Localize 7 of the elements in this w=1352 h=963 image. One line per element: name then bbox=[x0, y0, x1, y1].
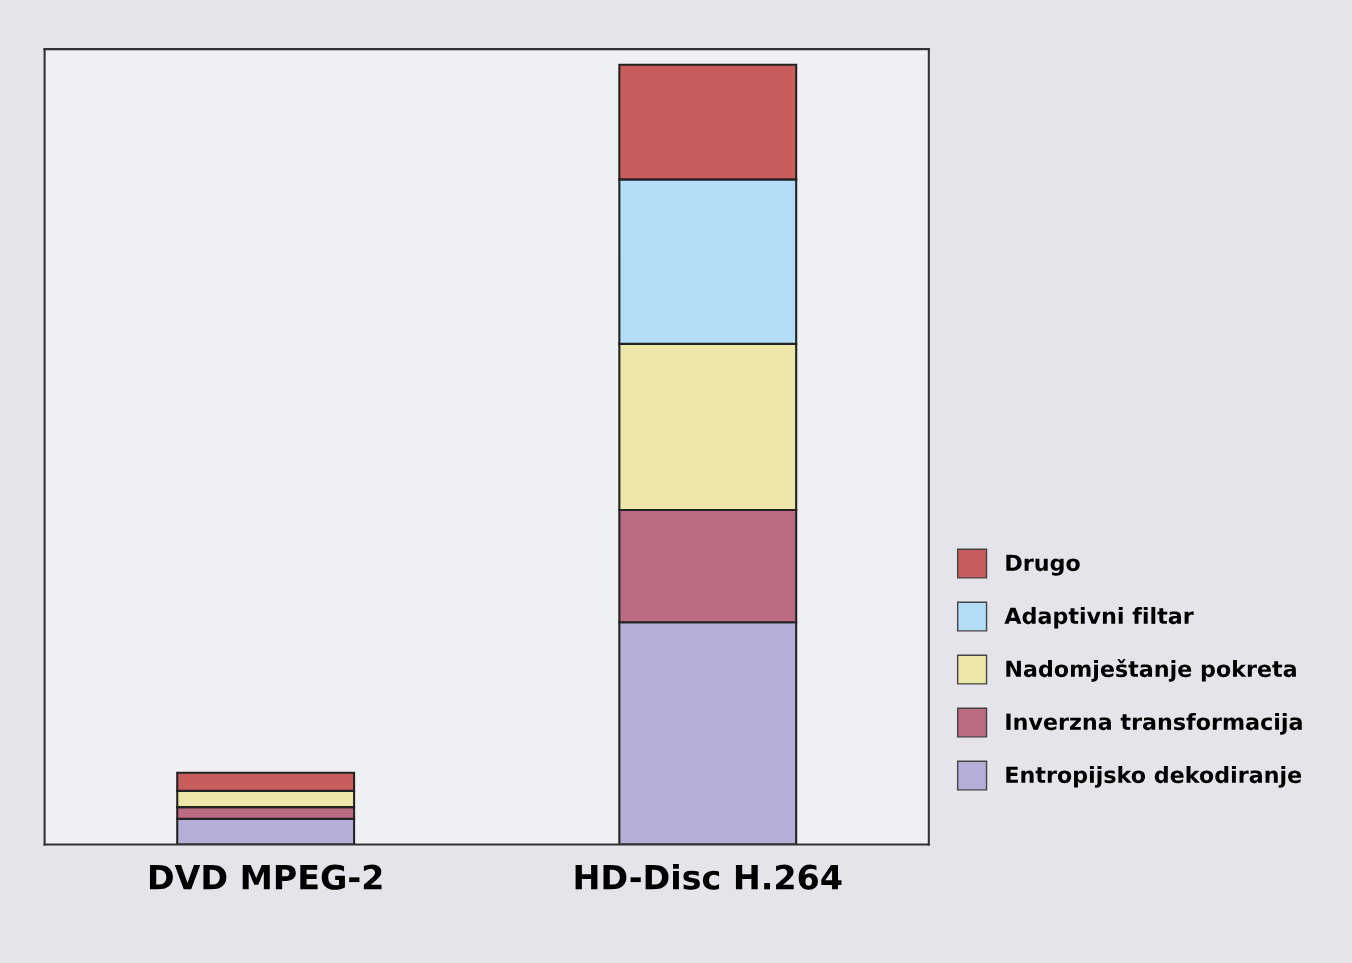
legend-label: Adaptivni filtar bbox=[1004, 606, 1194, 629]
legend-label: Inverzna transformacija bbox=[1006, 712, 1302, 735]
legend-label: Nadomještanje pokreta bbox=[1006, 659, 1296, 682]
x-tick-label: DVD MPEG-2 bbox=[149, 864, 382, 890]
legend-label: Entropijsko dekodiranje bbox=[1006, 765, 1302, 788]
legend-label: Drugo bbox=[1006, 554, 1080, 576]
x-tick-label: HD-Disc H.264 bbox=[575, 864, 842, 890]
